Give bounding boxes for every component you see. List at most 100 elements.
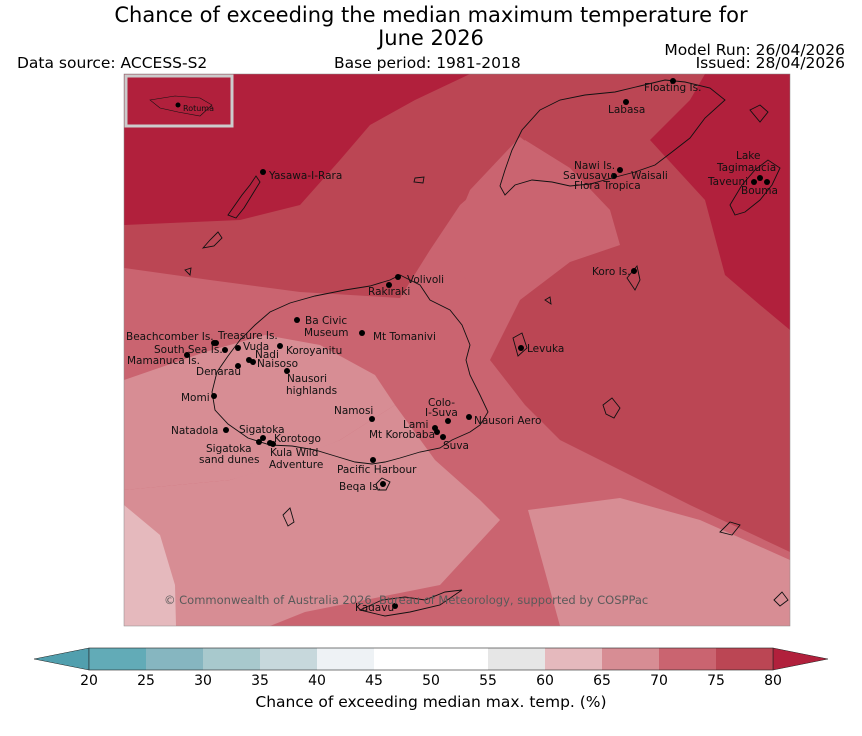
- copyright-notice: © Commonwealth of Australia 2026, Bureau…: [164, 593, 648, 607]
- colorbar-under-arrow: [33, 647, 90, 671]
- place-markers: [184, 78, 770, 609]
- place-label: Lake: [736, 150, 760, 162]
- colorbar-tick-label: 20: [80, 673, 98, 689]
- place-label: Taveuni: [707, 176, 748, 188]
- place-label: Sigatoka: [206, 443, 252, 455]
- colorbar-frame: [88, 647, 774, 671]
- band-65-southeast: [528, 498, 790, 626]
- place-label: sand dunes: [199, 454, 259, 466]
- marker-natadola: [223, 427, 229, 433]
- marker-sigatoka-sand-dunes: [256, 439, 262, 445]
- band-65-centre: [124, 335, 395, 490]
- marker-sigatoka: [260, 435, 266, 441]
- marker-denarau: [235, 363, 241, 369]
- taveuni-coast: [729, 159, 781, 216]
- marker-mamanuca-is: [184, 352, 190, 358]
- model-run: Model Run: 26/04/2026: [664, 41, 845, 59]
- colorbar-tick-label: 45: [365, 673, 383, 689]
- marker-suva: [440, 434, 446, 440]
- marker-volivoli: [395, 274, 401, 280]
- place-labels: Floating Is. Labasa Nawi Is.Savusavu Waisal…: [126, 82, 778, 614]
- place-label: Koro Is.: [592, 266, 631, 278]
- place-label: South Sea Is.: [154, 344, 223, 356]
- place-label: Nausori: [287, 373, 327, 385]
- ovalau-coast: [512, 332, 528, 357]
- marker-nausori-aero: [466, 414, 472, 420]
- place-label: Denarau: [196, 366, 241, 378]
- band-70-tongue: [445, 137, 605, 300]
- marker-south-sea-is: [222, 347, 228, 353]
- place-label: Yasawa-I-Rara: [268, 170, 342, 182]
- lau-island-coast: [602, 397, 621, 419]
- colorbar-segment: [146, 648, 203, 670]
- inset-map-frame: [124, 74, 234, 128]
- marker-rakiraki: [386, 282, 392, 288]
- ono-ilau-coast: [773, 591, 789, 607]
- colorbar-segment: [431, 648, 488, 670]
- beqa-coast: [375, 477, 391, 491]
- place-label: Colo-: [428, 397, 455, 409]
- colorbar-tick-label: 65: [593, 673, 611, 689]
- marker-tagimaucia: [757, 175, 763, 181]
- colorbar-segment: [260, 648, 317, 670]
- marker-taveuni: [751, 179, 757, 185]
- place-label: Suva: [443, 440, 469, 452]
- colorbar: [33, 647, 829, 671]
- place-label: Nadi: [255, 349, 279, 361]
- place-label: Museum: [304, 327, 349, 339]
- place-label: Korotogo: [274, 433, 321, 445]
- marker-yasawa-i-rara: [260, 169, 266, 175]
- place-label: Adventure: [269, 459, 323, 471]
- rotuma-coast: [149, 95, 213, 117]
- colorbar-tick-label: 55: [479, 673, 497, 689]
- place-label: Mt Tomanivi: [373, 331, 436, 343]
- issued-date: Issued: 28/04/2026: [695, 54, 845, 72]
- marker-bouma: [764, 179, 770, 185]
- colorbar-segment: [602, 648, 659, 670]
- place-label: Labasa: [608, 104, 645, 116]
- marker-nausori-highlands: [284, 368, 290, 374]
- marker-beqa-is: [380, 481, 386, 487]
- viti-levu-coast: [211, 274, 489, 465]
- place-label: Naisoso: [257, 358, 298, 370]
- place-label: Bouma: [741, 185, 778, 197]
- colorbar-segment: [203, 648, 260, 670]
- islet-coast: [184, 267, 192, 276]
- place-label: Tagimaucia: [716, 162, 776, 174]
- base-period: Base period: 1981-2018: [334, 54, 521, 72]
- marker-momi: [211, 393, 217, 399]
- place-label: Lami: [403, 419, 428, 431]
- colorbar-over-arrow: [772, 647, 829, 671]
- southeast-island-coast: [719, 521, 741, 536]
- marker-vuda: [235, 345, 241, 351]
- colorbar-tick-label: 50: [422, 673, 440, 689]
- marker-koroyanitu: [277, 343, 283, 349]
- rotuma-label: Rotuma: [183, 104, 214, 113]
- colorbar-segment: [374, 648, 431, 670]
- marker-naisoso: [250, 359, 256, 365]
- islet-coast: [544, 296, 552, 305]
- marker-kadavu: [392, 603, 398, 609]
- yasawa-coast: [227, 175, 261, 219]
- islet-coast: [749, 104, 769, 123]
- place-label: Flora Tropica: [574, 180, 641, 192]
- colorbar-segment: [545, 648, 602, 670]
- place-label: Namosi: [334, 405, 373, 417]
- place-label: Koroyanitu: [286, 345, 342, 357]
- colorbar-tick-label: 70: [650, 673, 668, 689]
- map-frame: [123, 73, 791, 627]
- place-label: Momi: [181, 392, 210, 404]
- marker-namosi: [369, 416, 375, 422]
- marker-levuka: [518, 345, 524, 351]
- band-65-south: [124, 405, 500, 626]
- place-label: Vuda: [243, 341, 269, 353]
- colorbar-segment: [317, 648, 374, 670]
- marker-labasa: [623, 99, 629, 105]
- colorbar-tick-label: 80: [764, 673, 782, 689]
- place-label: Kadavu: [355, 602, 394, 614]
- colorbar-tick-label: 30: [194, 673, 212, 689]
- marker-treasure-is: [213, 340, 219, 346]
- colorbar-segment: [716, 648, 773, 670]
- place-label: Rakiraki: [368, 286, 410, 298]
